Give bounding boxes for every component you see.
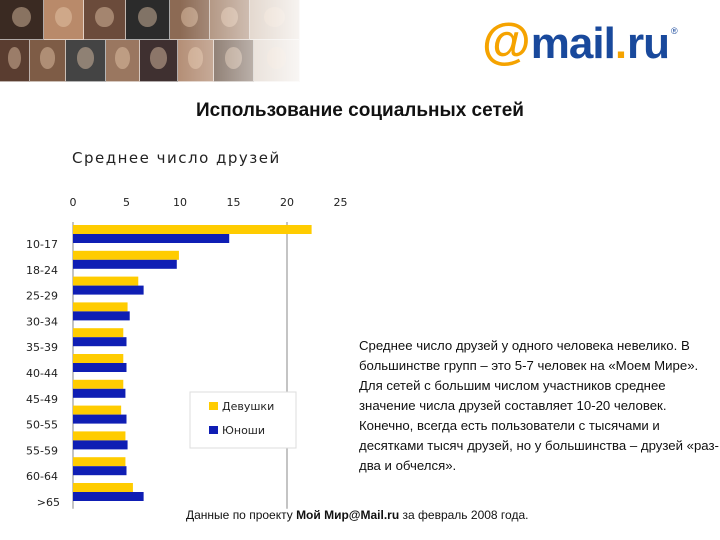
- x-tick-label: 15: [227, 196, 241, 209]
- bar-boys: [73, 337, 127, 347]
- x-tick-label: 25: [334, 196, 348, 209]
- bar-boys: [73, 285, 144, 295]
- description-text: Среднее число друзей у одного человека н…: [359, 338, 719, 473]
- bar-boys: [73, 311, 130, 321]
- bar-boys: [73, 363, 127, 372]
- x-tick-label: 5: [123, 196, 130, 209]
- bar-boys: [73, 388, 126, 398]
- y-category-label: 35-39: [26, 341, 58, 354]
- bar-boys: [73, 492, 144, 501]
- y-category-label: 45-49: [26, 393, 58, 406]
- footer-prefix: Данные по проекту: [186, 508, 297, 522]
- y-category-label: 25-29: [26, 290, 58, 303]
- legend-label: Юноши: [222, 424, 265, 437]
- bar-boys: [73, 440, 128, 450]
- y-category-label: 55-59: [26, 444, 58, 457]
- x-tick-label: 10: [173, 196, 187, 209]
- y-category-label: 50-55: [26, 419, 58, 432]
- legend-swatch: [209, 402, 218, 410]
- footer-suffix: за февраль 2008 года.: [399, 508, 529, 522]
- legend-label: Девушки: [222, 400, 274, 413]
- footer-project-name: Мой Мир@Mail.ru: [296, 508, 400, 522]
- bar-boys: [73, 466, 127, 476]
- page-title: Использование социальных сетей: [196, 100, 524, 121]
- legend-box: [189, 391, 297, 449]
- bar-girls: [73, 431, 126, 441]
- bar-boys: [73, 234, 230, 243]
- bar-girls: [73, 405, 122, 415]
- y-category-label: 10-17: [26, 238, 58, 251]
- mailru-logo: @ mail. ru ®: [482, 13, 678, 69]
- bar-boys: [73, 259, 177, 269]
- y-category-label: 30-34: [26, 315, 58, 328]
- y-category-label: 40-44: [26, 367, 58, 380]
- bar-boys: [73, 414, 127, 424]
- bar-girls: [73, 483, 133, 492]
- bar-girls: [73, 457, 126, 467]
- y-category-label: 60-64: [26, 470, 58, 483]
- x-tick-label: 20: [280, 196, 294, 209]
- footer-source-note: Данные по проекту Мой Мир@Mail.ru за фев…: [186, 508, 528, 522]
- x-tick-label: 0: [70, 196, 77, 209]
- y-category-label: 18-24: [26, 264, 58, 277]
- bar-girls: [73, 276, 139, 286]
- bar-girls: [73, 225, 312, 234]
- bar-girls: [73, 250, 179, 260]
- y-category-label: >65: [37, 496, 60, 509]
- bar-girls: [73, 354, 124, 363]
- bar-girls: [73, 302, 128, 312]
- bar-girls: [73, 328, 124, 338]
- bar-girls: [73, 379, 124, 389]
- legend-swatch: [209, 426, 218, 434]
- chart-title: Среднее число друзей: [72, 149, 281, 167]
